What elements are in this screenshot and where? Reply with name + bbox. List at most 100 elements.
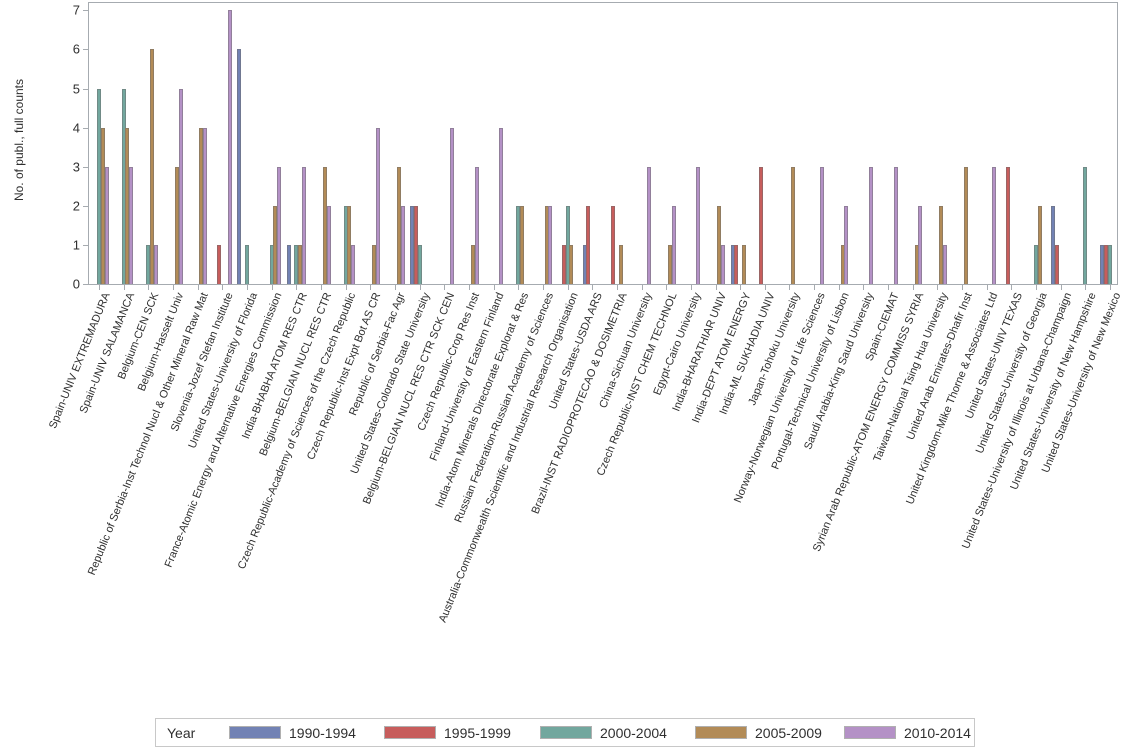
bar — [203, 127, 208, 284]
bar — [474, 166, 479, 284]
bar — [322, 166, 327, 284]
bar — [125, 127, 130, 284]
x-tick-mark — [1110, 285, 1112, 290]
y-tick-mark — [83, 49, 88, 51]
bar — [963, 166, 968, 284]
y-tick-label: 6 — [72, 41, 80, 57]
plot-border-top — [88, 2, 1118, 3]
y-tick-label: 5 — [72, 81, 80, 96]
bar — [520, 205, 525, 284]
bar — [1054, 244, 1059, 284]
y-tick-mark — [83, 284, 88, 285]
legend-swatch — [384, 726, 436, 739]
bar — [286, 244, 291, 284]
bar — [569, 244, 574, 284]
y-tick-mark — [83, 205, 88, 207]
bar — [647, 166, 652, 284]
bar — [409, 205, 414, 284]
legend-swatch — [844, 726, 896, 739]
x-tick-mark — [1036, 285, 1038, 290]
x-tick-mark — [246, 285, 248, 290]
bar — [893, 166, 898, 284]
bar — [1005, 166, 1010, 284]
x-axis-line — [88, 284, 1118, 285]
legend-item-label: 1990-1994 — [289, 724, 356, 741]
bar — [548, 205, 553, 284]
bar — [721, 244, 726, 284]
bar — [516, 205, 521, 284]
bar — [611, 205, 616, 284]
bar — [413, 205, 418, 284]
y-tick-label: 4 — [72, 120, 80, 136]
bar — [1100, 244, 1105, 284]
bar — [717, 205, 722, 284]
bar — [696, 166, 701, 284]
x-tick-mark — [518, 285, 520, 290]
bar — [97, 88, 101, 284]
bar — [741, 244, 746, 284]
y-tick-label: 7 — [72, 2, 80, 18]
x-tick-mark — [148, 285, 150, 290]
bar — [1104, 244, 1109, 284]
bar — [216, 244, 221, 284]
bar — [734, 244, 739, 284]
bar — [869, 166, 874, 284]
bar — [992, 166, 997, 284]
bar — [326, 205, 331, 284]
y-tick-mark — [83, 88, 88, 90]
bar — [277, 166, 282, 284]
bar — [586, 205, 591, 284]
y-tick-label: 1 — [72, 237, 80, 253]
bar — [372, 244, 377, 284]
y-tick-label: 0 — [72, 276, 80, 292]
bar — [174, 166, 179, 284]
x-tick-mark — [592, 285, 594, 290]
bar — [351, 244, 356, 284]
bar — [1037, 205, 1042, 284]
bar — [499, 127, 504, 284]
bar — [939, 205, 944, 284]
bar — [146, 244, 151, 284]
bar — [298, 244, 303, 284]
x-tick-mark — [764, 285, 766, 290]
bar — [840, 244, 845, 284]
legend-item-label: 2000-2004 — [600, 724, 667, 741]
legend-item-label: 2010-2014 — [904, 724, 971, 741]
bar — [269, 244, 274, 284]
x-tick-mark — [271, 285, 273, 290]
y-tick-label: 2 — [72, 198, 80, 214]
bar — [819, 166, 824, 284]
y-tick-mark — [83, 166, 88, 168]
bar — [582, 244, 587, 284]
bar — [244, 244, 249, 284]
x-tick-mark — [1060, 285, 1062, 290]
bar — [178, 88, 183, 284]
legend-item-label: 2005-2009 — [755, 724, 822, 741]
legend-swatch — [229, 726, 281, 739]
x-tick-mark — [1011, 285, 1013, 290]
x-tick-mark — [838, 285, 840, 290]
x-tick-mark — [444, 285, 446, 290]
legend-item-label: 1995-1999 — [444, 724, 511, 741]
bar — [153, 244, 158, 284]
x-tick-mark — [567, 285, 569, 290]
x-tick-mark — [296, 285, 298, 290]
plot-border-right — [1117, 2, 1118, 284]
bar — [227, 10, 232, 284]
bar — [343, 205, 348, 284]
bar — [943, 244, 948, 284]
bar — [417, 244, 422, 284]
plot-border-left — [88, 2, 89, 284]
x-tick-mark — [542, 285, 544, 290]
x-tick-mark — [493, 285, 495, 290]
bar — [844, 205, 849, 284]
y-tick-mark — [83, 10, 88, 12]
bar — [671, 205, 676, 284]
y-tick-label: 3 — [72, 159, 80, 175]
bar — [791, 166, 796, 284]
x-tick-mark — [863, 285, 865, 290]
bar — [237, 49, 242, 284]
bar — [1051, 205, 1056, 284]
x-tick-mark — [222, 285, 224, 290]
x-tick-mark — [715, 285, 717, 290]
